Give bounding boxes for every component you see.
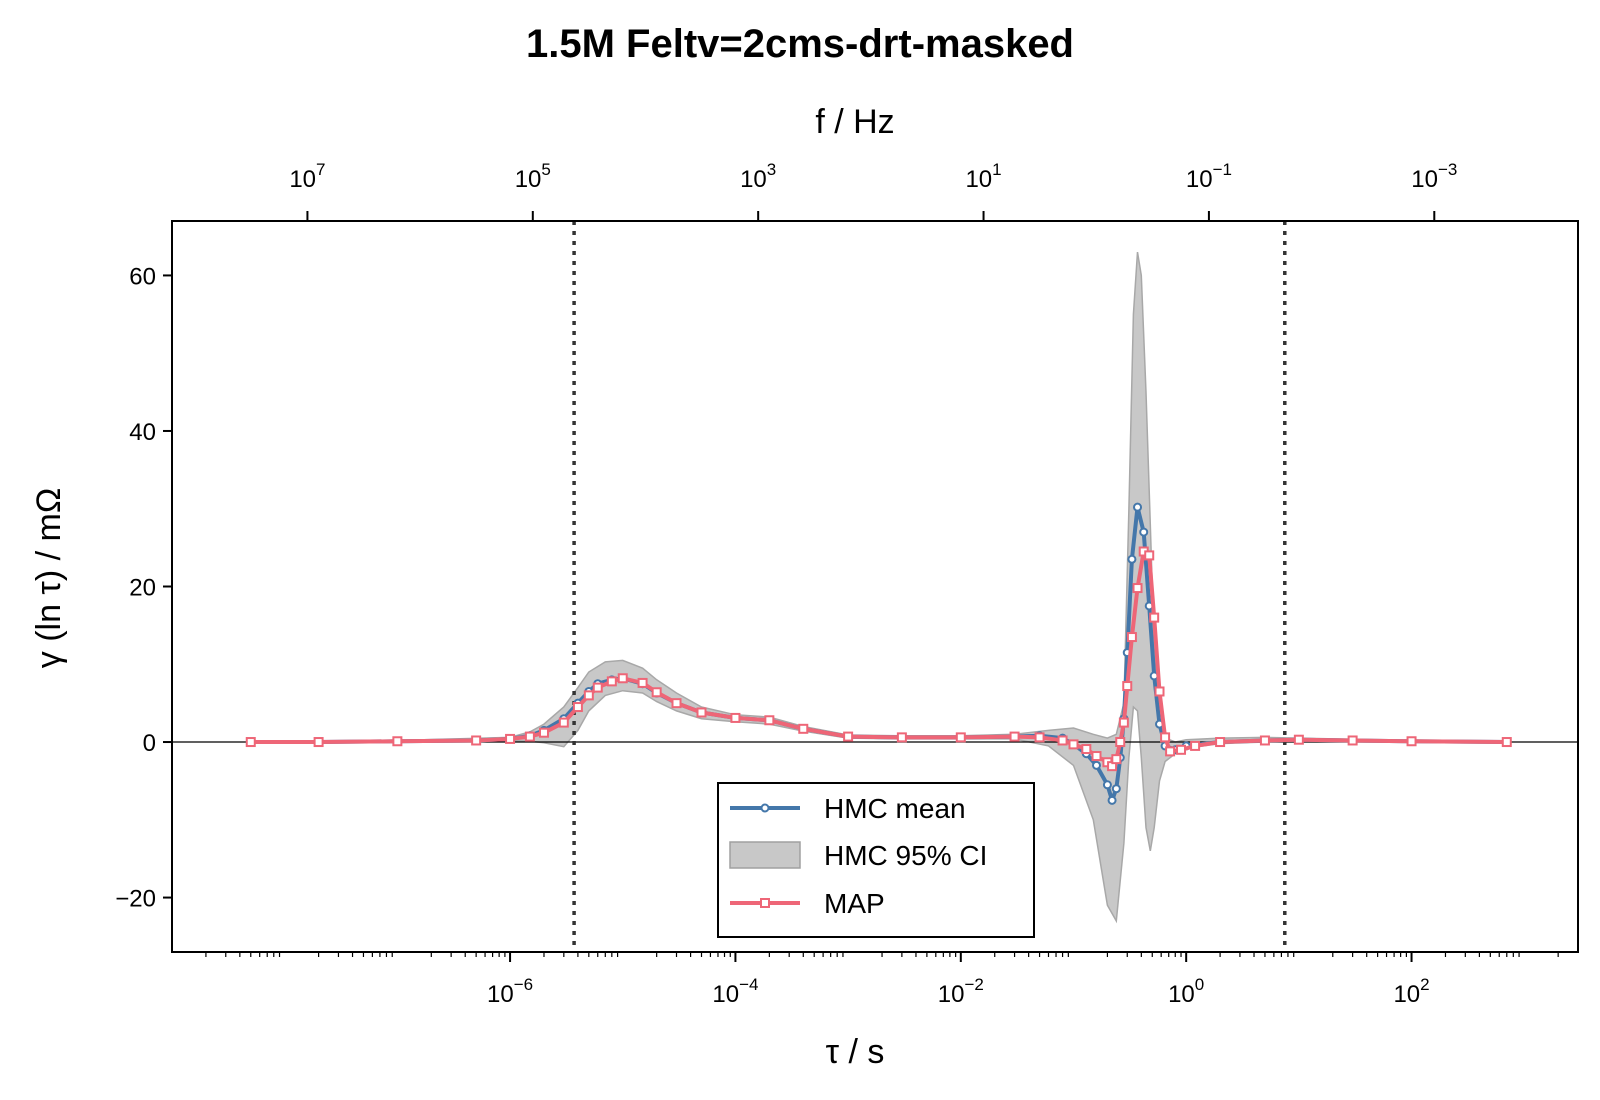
- data-point: [1139, 527, 1149, 537]
- y-tick-label: 60: [129, 263, 156, 290]
- legend-patch-hmc-ci: [729, 841, 801, 869]
- data-point: [955, 732, 966, 743]
- data-point: [1176, 744, 1187, 755]
- data-point: [1034, 732, 1045, 743]
- data-point: [1009, 731, 1020, 742]
- data-point: [1126, 632, 1137, 643]
- legend-label-map: MAP: [824, 888, 885, 919]
- data-point: [843, 731, 854, 742]
- legend-item-hmc-mean: HMC mean: [730, 793, 966, 824]
- data-point: [1406, 736, 1417, 747]
- data-point: [471, 735, 482, 746]
- data-point: [764, 715, 775, 726]
- data-point: [1132, 583, 1143, 594]
- legend-marker-map: [760, 898, 770, 908]
- data-point: [696, 707, 707, 718]
- top-x-tick-label: 101: [965, 160, 1001, 193]
- data-point: [1501, 737, 1512, 748]
- data-point: [651, 687, 662, 698]
- data-point: [313, 737, 324, 748]
- series-hmc-mean: [246, 502, 1512, 805]
- data-point: [1102, 780, 1112, 790]
- legend-marker-hmc-mean: [760, 803, 770, 813]
- top-x-tick-label: 10−1: [1186, 160, 1232, 193]
- data-point: [730, 712, 741, 723]
- data-point: [392, 736, 403, 747]
- x-tick-label: 10−4: [712, 975, 758, 1008]
- series-layer: [245, 502, 1512, 805]
- data-point: [1081, 744, 1092, 755]
- data-point: [1118, 717, 1129, 728]
- x-tick-label: 100: [1168, 975, 1204, 1008]
- data-point: [671, 698, 682, 709]
- x-tick-label: 10−2: [938, 975, 984, 1008]
- top-x-tick-label: 10−3: [1411, 160, 1457, 193]
- series-line: [250, 549, 1507, 769]
- data-point: [1091, 751, 1102, 762]
- data-point: [1111, 754, 1122, 765]
- chart-title: 1.5M Feltv=2cms-drt-masked: [526, 22, 1074, 66]
- data-point: [1111, 784, 1121, 794]
- y-tick-label: 0: [143, 730, 156, 757]
- data-point: [572, 702, 583, 713]
- legend-label-hmc-ci: HMC 95% CI: [824, 840, 987, 871]
- data-point: [1154, 686, 1165, 697]
- data-point: [1144, 550, 1155, 561]
- y-axis-label: γ (ln τ) / mΩ: [30, 488, 68, 669]
- series-map: [245, 546, 1512, 772]
- data-point: [1293, 734, 1304, 745]
- data-point: [1190, 740, 1201, 751]
- data-point: [637, 677, 648, 688]
- data-point: [1133, 502, 1143, 512]
- data-point: [617, 673, 628, 684]
- data-point: [1160, 732, 1171, 743]
- data-point: [1115, 737, 1126, 748]
- legend-label-hmc-mean: HMC mean: [824, 793, 966, 824]
- data-point: [1215, 737, 1226, 748]
- data-point: [1149, 612, 1160, 623]
- legend-item-map: MAP: [730, 888, 885, 919]
- data-point: [1259, 735, 1270, 746]
- data-point: [1347, 735, 1358, 746]
- legend: HMC mean HMC 95% CI MAP: [717, 782, 1035, 938]
- data-point: [524, 731, 535, 742]
- data-point: [558, 717, 569, 728]
- top-x-axis-label: f / Hz: [815, 103, 894, 141]
- data-point: [1122, 681, 1133, 692]
- data-point: [1127, 554, 1137, 564]
- x-tick-label: 10−6: [487, 975, 533, 1008]
- data-point: [245, 737, 256, 748]
- y-tick-label: 40: [129, 419, 156, 446]
- x-axis-label: τ / s: [826, 1033, 885, 1071]
- data-point: [1165, 746, 1176, 757]
- top-x-tick-label: 103: [740, 160, 776, 193]
- x-tick-label: 102: [1393, 975, 1429, 1008]
- data-point: [538, 727, 549, 738]
- y-tick-label: 20: [129, 575, 156, 602]
- data-point: [798, 723, 809, 734]
- top-x-tick-label: 105: [515, 160, 551, 193]
- data-point: [583, 690, 594, 701]
- top-x-tick-label: 107: [289, 160, 325, 193]
- legend-item-hmc-ci: HMC 95% CI: [729, 840, 987, 871]
- data-point: [1107, 795, 1117, 805]
- data-point: [592, 682, 603, 693]
- data-point: [505, 733, 516, 744]
- data-point: [1091, 760, 1101, 770]
- data-point: [896, 732, 907, 743]
- y-tick-label: −20: [115, 886, 156, 913]
- data-point: [1057, 735, 1068, 746]
- data-point: [606, 676, 617, 687]
- data-point: [1068, 739, 1079, 750]
- series-line: [250, 505, 1507, 803]
